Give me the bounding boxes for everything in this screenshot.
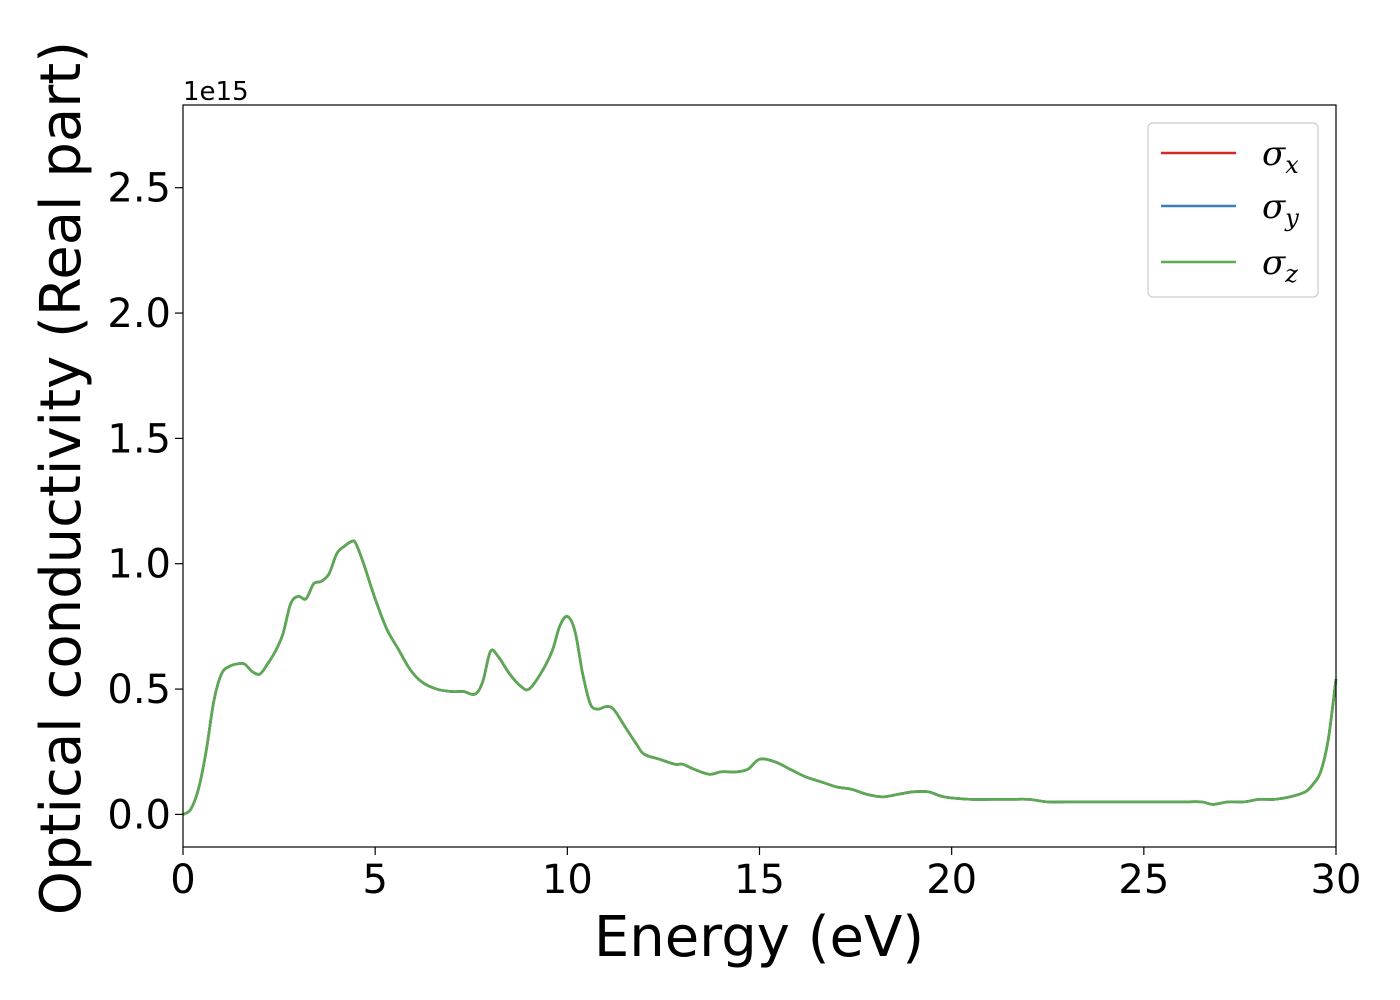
y-axis: 0.0 0.5 1.0 1.5 2.0 2.5 bbox=[107, 166, 183, 838]
y-tick-label: 0.0 bbox=[107, 792, 171, 838]
x-axis-label: Energy (eV) bbox=[594, 905, 924, 970]
legend-label-sigma-z: σz bbox=[1262, 243, 1298, 288]
x-tick-label: 10 bbox=[542, 857, 593, 903]
x-tick-label: 0 bbox=[170, 857, 195, 903]
x-axis: 0 5 10 15 20 25 30 bbox=[170, 847, 1361, 903]
legend-label-sigma-y: σy bbox=[1262, 187, 1299, 232]
y-axis-label: Optical conductivity (Real part) bbox=[29, 41, 94, 915]
x-tick-label: 15 bbox=[734, 857, 785, 903]
series-layer bbox=[182, 539, 1338, 816]
legend: σx σy σz bbox=[1147, 122, 1319, 298]
legend-box bbox=[1147, 122, 1319, 298]
x-tick-label: 5 bbox=[362, 857, 387, 903]
y-tick-label: 2.0 bbox=[107, 291, 171, 337]
y-offset-label: 1e15 bbox=[183, 77, 249, 107]
y-tick-label: 1.0 bbox=[107, 542, 171, 588]
plot-background bbox=[183, 105, 1336, 847]
legend-items: σx σy σz bbox=[1161, 134, 1299, 288]
legend-label-sigma-x: σx bbox=[1262, 134, 1299, 179]
y-tick-label: 1.5 bbox=[107, 416, 171, 462]
y-tick-label: 0.5 bbox=[107, 667, 171, 713]
x-tick-label: 25 bbox=[1118, 857, 1169, 903]
y-tick-label: 2.5 bbox=[107, 166, 171, 212]
x-tick-label: 30 bbox=[1311, 857, 1362, 903]
series-line-sigma-z bbox=[182, 539, 1338, 816]
x-tick-label: 20 bbox=[926, 857, 977, 903]
